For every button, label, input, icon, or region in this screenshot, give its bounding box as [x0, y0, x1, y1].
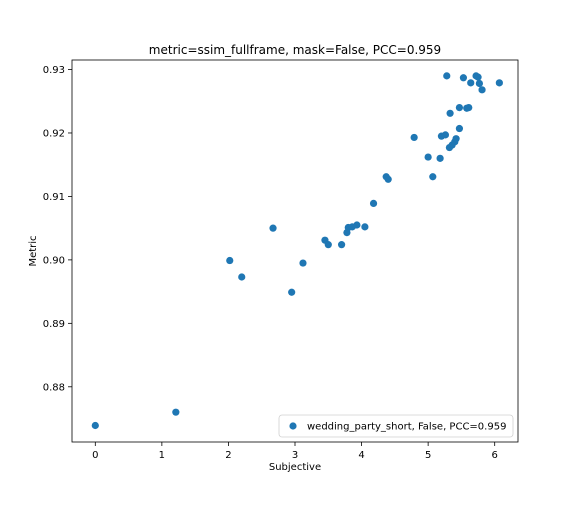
- data-point: [455, 124, 464, 133]
- data-point: [452, 135, 460, 143]
- data-point: [369, 199, 378, 208]
- x-tick-label: 4: [358, 450, 364, 461]
- x-tick-label: 5: [425, 450, 431, 461]
- axes-frame: [71, 59, 519, 443]
- data-point: [474, 73, 482, 81]
- legend: wedding_party_short, False, PCC=0.959: [278, 414, 514, 438]
- data-point: [226, 256, 234, 265]
- data-point: [465, 103, 473, 112]
- data-point: [424, 153, 432, 161]
- data-point: [91, 421, 99, 430]
- data-point: [446, 109, 454, 117]
- x-tick-label: 6: [492, 450, 498, 461]
- data-point: [475, 79, 483, 88]
- y-tick-label: 0.89: [43, 319, 65, 330]
- data-point: [361, 223, 369, 231]
- data-point: [384, 175, 392, 183]
- y-tick-label: 0.93: [43, 65, 65, 76]
- legend-box: [278, 414, 514, 438]
- data-point: [238, 273, 246, 281]
- data-point: [436, 154, 444, 162]
- x-tick-label: 1: [159, 450, 165, 461]
- y-axis-label: Metric: [28, 235, 39, 266]
- x-tick-label: 0: [92, 450, 98, 461]
- x-tick-label: 2: [225, 450, 231, 461]
- data-point: [172, 408, 180, 416]
- x-axis-ticks: 0 1 2 3 4 5 6: [92, 442, 498, 461]
- x-axis-label: Subjective: [269, 462, 321, 473]
- data-point: [288, 288, 296, 296]
- y-tick-label: 0.90: [43, 255, 65, 266]
- chart-title: metric=ssim_fullframe, mask=False, PCC=0…: [149, 43, 441, 57]
- data-point: [495, 79, 503, 87]
- legend-marker: [289, 422, 297, 430]
- data-point: [441, 131, 450, 139]
- data-point: [410, 133, 418, 142]
- y-axis-ticks: 0.88 0.89 0.90 0.91 0.92 0.93: [43, 65, 72, 393]
- data-point: [337, 241, 346, 249]
- legend-label: wedding_party_short, False, PCC=0.959: [307, 422, 506, 433]
- data-point: [443, 72, 451, 80]
- data-point: [269, 224, 277, 232]
- data-point: [299, 259, 307, 267]
- data-point: [324, 241, 332, 249]
- plot-frame: [71, 59, 519, 443]
- data-points: [91, 72, 503, 430]
- data-point: [478, 86, 486, 94]
- y-tick-label: 0.88: [43, 382, 65, 393]
- y-tick-label: 0.92: [43, 128, 65, 139]
- data-point: [467, 79, 475, 87]
- x-tick-label: 3: [292, 450, 298, 461]
- data-point: [429, 173, 437, 181]
- y-tick-label: 0.91: [43, 192, 65, 203]
- data-point: [455, 103, 464, 112]
- data-point: [459, 74, 468, 82]
- data-point: [353, 221, 361, 229]
